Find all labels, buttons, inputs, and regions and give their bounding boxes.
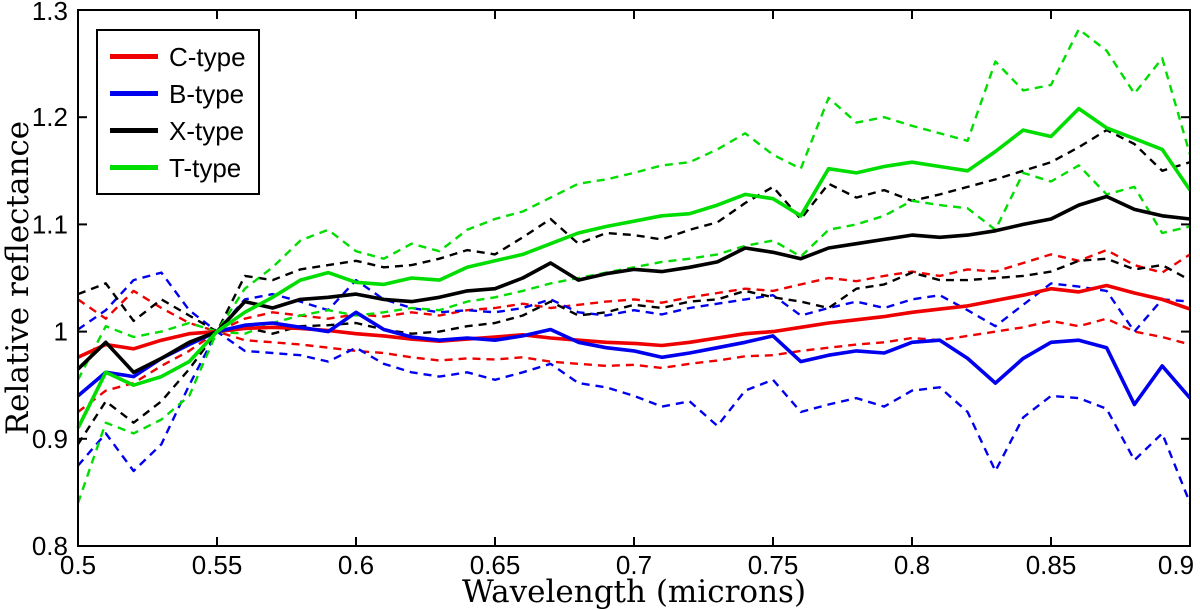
x-tick-label: 0.6 <box>338 550 374 580</box>
x-tick-label: 0.75 <box>748 550 799 580</box>
legend-line-swatch-x-type <box>110 128 158 133</box>
legend-label-x-type: X-type <box>169 115 245 146</box>
legend-item-x-type: X-type <box>110 112 246 149</box>
x-tick-label: 0.55 <box>192 550 243 580</box>
series-b-type-lower-bound <box>77 330 1192 504</box>
series-x-type-lower-bound <box>76 257 1191 445</box>
x-tick-label: 0.65 <box>470 550 521 580</box>
legend-label-c-type: C-type <box>169 41 246 72</box>
series-b-type-mean <box>76 310 1192 407</box>
x-tick-label: 0.7 <box>616 550 652 580</box>
series-c-type-lower-bound <box>77 317 1191 413</box>
legend-line-swatch-t-type <box>110 165 158 170</box>
series-t-type-mean <box>76 106 1192 429</box>
y-tick-label: 1 <box>54 317 68 347</box>
series-t-type-upper-bound <box>76 28 1192 381</box>
y-tick-label: 0.9 <box>32 424 68 454</box>
legend-label-b-type: B-type <box>169 78 245 109</box>
x-tick-label: 0.9 <box>1158 550 1194 580</box>
legend-line-swatch-b-type <box>110 91 158 96</box>
series-c-type-upper-bound <box>77 248 1191 333</box>
y-tick-label: 0.8 <box>32 531 68 561</box>
legend: C-type B-type X-type T-type <box>96 29 260 195</box>
series-t-type-lower-bound <box>76 164 1191 504</box>
y-tick-label: 1.3 <box>32 0 68 26</box>
legend-line-swatch-c-type <box>110 54 158 59</box>
y-tick-label: 1.1 <box>32 209 68 239</box>
x-tick-label: 0.5 <box>60 550 96 580</box>
y-axis-label: Relative reflectance <box>0 120 36 436</box>
legend-label-t-type: T-type <box>169 152 242 183</box>
series-b-type-upper-bound <box>77 271 1191 333</box>
legend-item-t-type: T-type <box>110 149 246 186</box>
x-tick-label: 0.8 <box>894 550 930 580</box>
series-x-type-upper-bound <box>77 128 1191 333</box>
series-x-type-mean <box>76 194 1191 375</box>
x-tick-label: 0.85 <box>1026 550 1077 580</box>
y-tick-label: 1.2 <box>32 102 68 132</box>
series-c-type-mean <box>77 283 1191 359</box>
legend-item-c-type: C-type <box>110 38 246 75</box>
x-axis-label: Wavelength (microns) <box>461 574 807 610</box>
legend-item-b-type: B-type <box>110 75 246 112</box>
plot-lines <box>76 28 1192 504</box>
